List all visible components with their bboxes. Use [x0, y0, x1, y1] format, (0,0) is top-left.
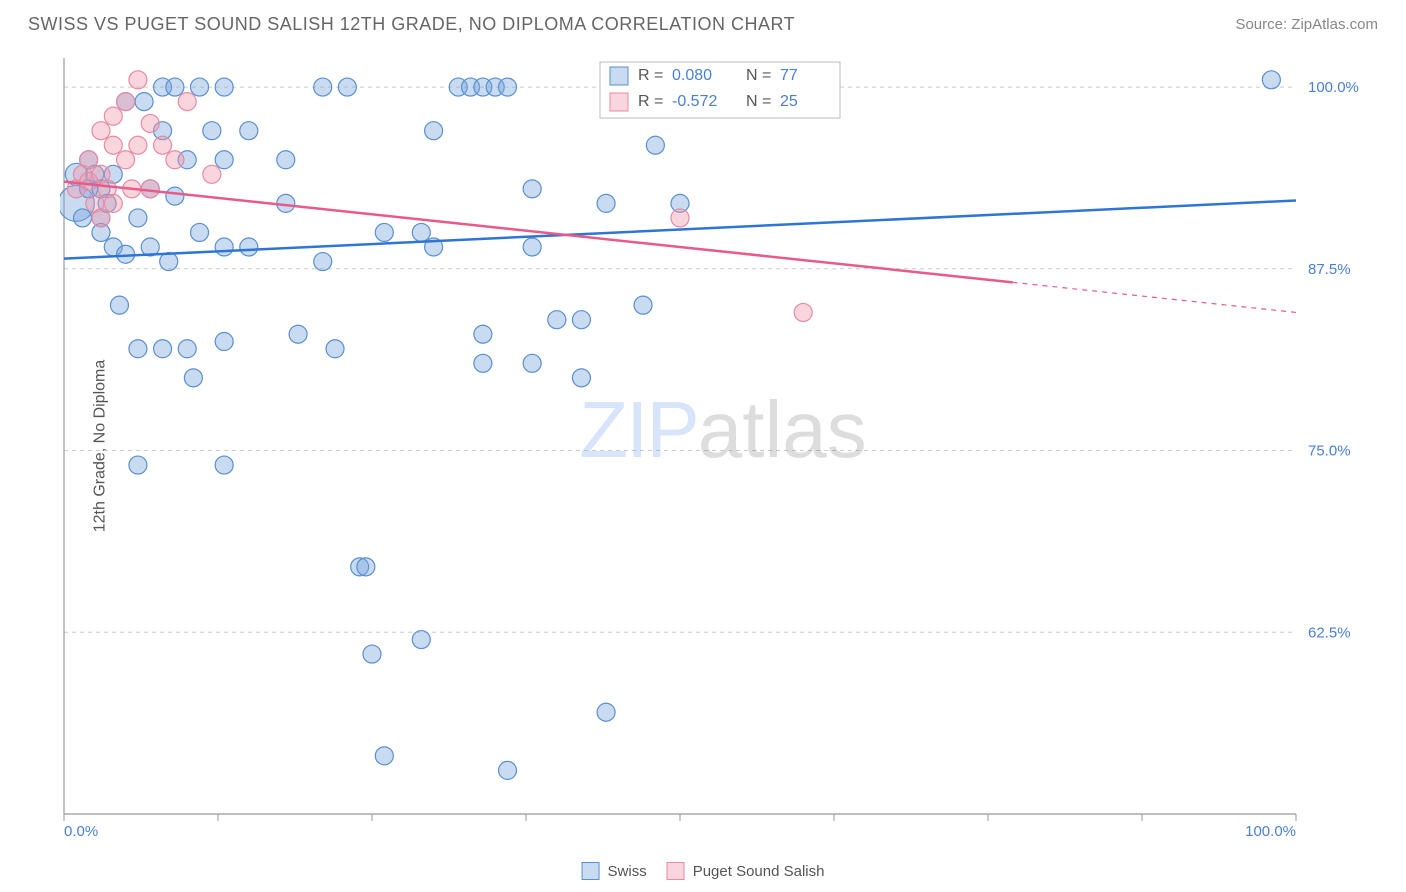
data-point	[215, 238, 233, 256]
data-point	[104, 194, 122, 212]
data-point	[129, 136, 147, 154]
data-point	[129, 456, 147, 474]
legend-swatch	[667, 862, 685, 880]
svg-text:N =: N =	[746, 67, 771, 84]
data-point	[474, 325, 492, 343]
data-point	[240, 122, 258, 140]
data-point	[92, 122, 110, 140]
data-point	[357, 558, 375, 576]
data-point	[794, 303, 812, 321]
legend-label: Puget Sound Salish	[693, 863, 825, 880]
data-point	[129, 340, 147, 358]
data-point	[375, 747, 393, 765]
data-point	[572, 311, 590, 329]
svg-text:0.080: 0.080	[672, 67, 712, 84]
data-point	[363, 645, 381, 663]
data-point	[215, 151, 233, 169]
data-point	[548, 311, 566, 329]
data-point	[191, 223, 209, 241]
data-point	[412, 631, 430, 649]
data-point	[154, 136, 172, 154]
bottom-legend: Swiss Puget Sound Salish	[582, 862, 825, 880]
y-tick-label: 100.0%	[1308, 79, 1359, 96]
data-point	[117, 151, 135, 169]
data-point	[338, 78, 356, 96]
data-point	[634, 296, 652, 314]
data-point	[160, 253, 178, 271]
data-point	[129, 209, 147, 227]
data-point	[80, 151, 98, 169]
data-point	[166, 151, 184, 169]
data-point	[166, 78, 184, 96]
x-tick-label: 0.0%	[64, 823, 98, 840]
source-label: Source: ZipAtlas.com	[1235, 16, 1378, 33]
data-point	[277, 151, 295, 169]
data-point	[240, 238, 258, 256]
svg-text:R =: R =	[638, 93, 663, 110]
chart-area: 62.5% 75.0% 87.5% 100.0% 0.0% 100.0% R = 0.080 N…	[60, 50, 1386, 842]
y-tick-label: 87.5%	[1308, 261, 1351, 278]
data-point	[425, 122, 443, 140]
data-point	[646, 136, 664, 154]
data-point	[129, 71, 147, 89]
legend-label: Swiss	[608, 863, 647, 880]
data-point	[499, 78, 517, 96]
data-point	[184, 369, 202, 387]
y-tick-label: 62.5%	[1308, 624, 1351, 641]
svg-text:25: 25	[780, 93, 798, 110]
data-point	[499, 761, 517, 779]
data-point	[110, 296, 128, 314]
data-point	[597, 194, 615, 212]
trend-line-extrapolated	[1013, 282, 1296, 312]
data-point	[215, 78, 233, 96]
svg-text:-0.572: -0.572	[672, 93, 717, 110]
data-point	[572, 369, 590, 387]
data-point	[326, 340, 344, 358]
chart-title: SWISS VS PUGET SOUND SALISH 12TH GRADE, …	[28, 14, 795, 35]
data-point	[523, 180, 541, 198]
data-point	[215, 333, 233, 351]
legend-item: Swiss	[582, 862, 647, 880]
data-point	[92, 209, 110, 227]
data-point	[289, 325, 307, 343]
legend-item: Puget Sound Salish	[667, 862, 825, 880]
data-point	[203, 122, 221, 140]
data-point	[474, 354, 492, 372]
data-point	[375, 223, 393, 241]
data-point	[314, 78, 332, 96]
svg-text:N =: N =	[746, 93, 771, 110]
scatter-chart: 62.5% 75.0% 87.5% 100.0% 0.0% 100.0% R = 0.080 N…	[60, 50, 1386, 842]
legend-swatch	[582, 862, 600, 880]
data-point	[1262, 71, 1280, 89]
y-tick-label: 75.0%	[1308, 443, 1351, 460]
data-point	[215, 456, 233, 474]
data-point	[191, 78, 209, 96]
data-point	[166, 187, 184, 205]
data-point	[523, 354, 541, 372]
svg-text:77: 77	[780, 67, 798, 84]
data-point	[203, 165, 221, 183]
data-point	[178, 340, 196, 358]
data-point	[523, 238, 541, 256]
stats-legend: R = 0.080 N = 77 R = -0.572 N = 25	[600, 62, 840, 118]
x-tick-label: 100.0%	[1245, 823, 1296, 840]
data-point	[73, 209, 91, 227]
data-point	[314, 253, 332, 271]
data-point	[104, 136, 122, 154]
data-point	[597, 703, 615, 721]
data-point	[104, 107, 122, 125]
data-point	[671, 209, 689, 227]
data-point	[154, 340, 172, 358]
data-point	[141, 114, 159, 132]
data-point	[135, 93, 153, 111]
data-point	[178, 93, 196, 111]
data-point	[412, 223, 430, 241]
data-point	[117, 93, 135, 111]
svg-text:R =: R =	[638, 67, 663, 84]
